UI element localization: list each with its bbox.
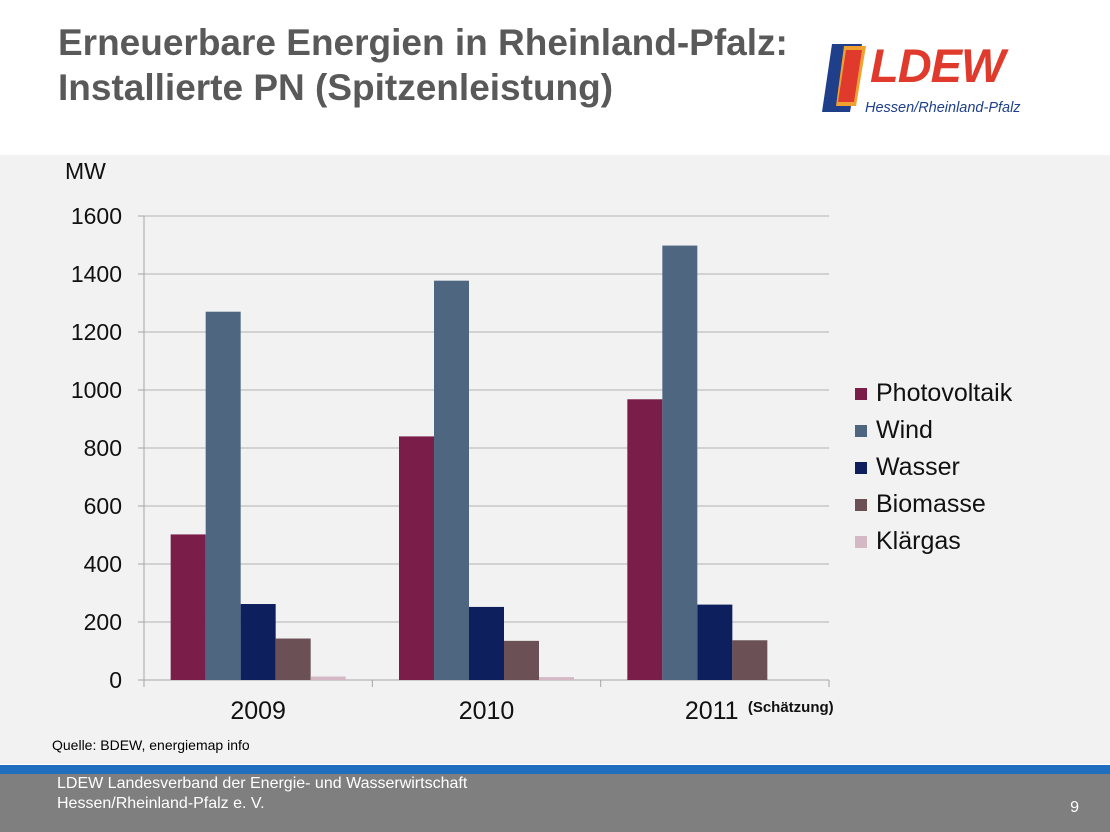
bar-wind (434, 280, 469, 680)
x-tick-note: (Schätzung) (748, 699, 834, 716)
legend-label: Photovoltaik (876, 379, 1013, 407)
x-tick-label: 2009 (230, 697, 286, 725)
legend-label: Wasser (876, 453, 960, 481)
legend-item: Wasser (855, 449, 1012, 486)
footer-stripe (0, 765, 1110, 774)
bar-wind (205, 311, 241, 680)
bar-biomasse (732, 640, 768, 680)
footer: LDEW Landesverband der Energie- und Wass… (0, 774, 1110, 832)
footer-line-1: LDEW Landesverband der Energie- und Wass… (57, 775, 468, 792)
logo-text: LDEW (870, 39, 1005, 92)
logo-mark-icon (822, 44, 866, 112)
chart-legend: Photovoltaik Wind Wasser Biomasse Klärgas (855, 375, 1012, 560)
bar-photovoltaik (627, 399, 663, 680)
y-tick-label: 600 (84, 493, 122, 519)
bar-chart: MW 0 200 400 600 800 1000 1200 1400 1600 2009 2010 2… (65, 158, 834, 725)
legend-label: Wind (876, 416, 933, 444)
ldew-logo: LDEW Hessen/Rheinland-Pfalz (822, 39, 1037, 118)
legend-swatch (855, 498, 867, 511)
footer-text: LDEW Landesverband der Energie- und Wass… (57, 774, 467, 814)
source-note: Quelle: BDEW, energiemap info (52, 737, 250, 753)
x-tick-label: 2010 (459, 697, 515, 725)
legend-item: Klärgas (855, 523, 1012, 560)
y-tick-label: 0 (109, 667, 122, 693)
legend-swatch (855, 424, 867, 437)
legend-item: Biomasse (855, 486, 1012, 523)
y-tick-label: 1200 (71, 319, 122, 345)
bar-klärgas (310, 676, 346, 680)
y-tick-label: 400 (84, 551, 122, 577)
bar-wind (662, 245, 698, 680)
logo-subtitle: Hessen/Rheinland-Pfalz (865, 100, 1021, 116)
y-axis-label: MW (65, 158, 106, 184)
page-number: 9 (1070, 799, 1079, 816)
bar-wasser (697, 604, 733, 680)
bar-wasser (240, 604, 276, 680)
y-tick-label: 1600 (71, 203, 122, 229)
y-tick-label: 800 (84, 435, 122, 461)
bar-wasser (469, 606, 504, 680)
slide-title: Erneuerbare Energien in Rheinland-Pfalz:… (58, 22, 788, 108)
y-tick-label: 200 (84, 609, 122, 635)
y-tick-label: 1000 (71, 377, 122, 403)
legend-swatch (855, 387, 867, 400)
legend-item: Photovoltaik (855, 375, 1012, 412)
y-tick-label: 1400 (71, 261, 122, 287)
x-tick-label: 2011 (685, 697, 739, 725)
bar-klärgas (539, 677, 574, 680)
legend-swatch (855, 461, 867, 474)
bar-biomasse (275, 638, 311, 680)
bar-photovoltaik (170, 534, 206, 680)
bar-photovoltaik (399, 436, 434, 680)
legend-label: Biomasse (876, 490, 986, 518)
legend-label: Klärgas (876, 527, 961, 555)
legend-swatch (855, 535, 867, 548)
legend-item: Wind (855, 412, 1012, 449)
bar-biomasse (504, 640, 539, 680)
chart-area: MW 0 200 400 600 800 1000 1200 1400 1600 2009 2010 2… (0, 155, 1110, 764)
footer-line-2: Hessen/Rheinland-Pfalz e. V. (57, 795, 265, 812)
